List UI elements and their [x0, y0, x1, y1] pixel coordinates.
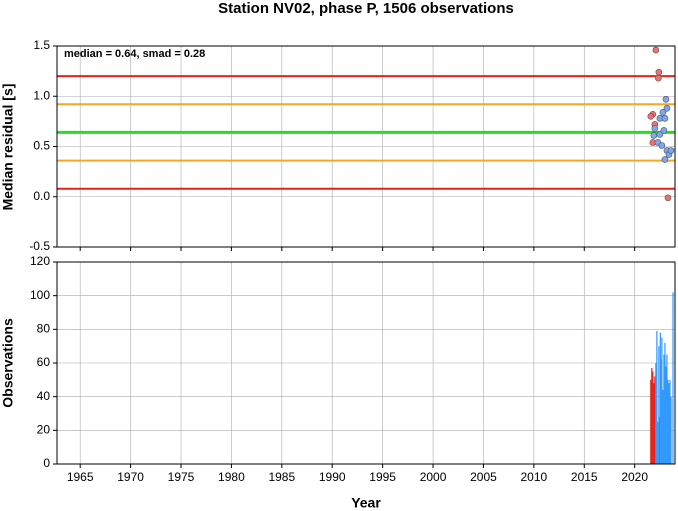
x-tick-label: 1970 [117, 470, 144, 484]
point [655, 68, 663, 76]
x-tick-label: 2015 [571, 470, 598, 484]
y-tick-label: 0 [43, 456, 50, 470]
y-tick-label: 80 [37, 322, 51, 336]
bar [664, 342, 666, 464]
x-tick-label: 1985 [268, 470, 295, 484]
bar [652, 371, 654, 464]
bar [657, 421, 659, 464]
bar [658, 346, 660, 464]
bar [655, 363, 657, 464]
y-tick-label: 20 [37, 423, 51, 437]
point [662, 95, 670, 103]
point [655, 74, 662, 82]
annotation: median = 0.64, smad = 0.28 [64, 48, 205, 60]
x-tick-label: 1990 [319, 470, 346, 484]
x-axis-title: Year [351, 495, 381, 511]
x-tick-label: 1980 [218, 470, 245, 484]
y-tick-label: 40 [37, 389, 51, 403]
chart-title: Station NV02, phase P, 1506 observations [218, 0, 514, 17]
y-tick-label: 120 [30, 254, 50, 268]
y-tick-label: 0.0 [33, 189, 50, 203]
x-tick-label: 1995 [369, 470, 396, 484]
bar [651, 368, 653, 464]
x-tick-label: 2005 [470, 470, 497, 484]
plot-frame [56, 45, 676, 248]
bar [670, 396, 672, 464]
bar [653, 383, 655, 464]
point [663, 105, 671, 112]
y-axis-title: Median residual [s] [0, 84, 16, 211]
x-tick-label: 2000 [420, 470, 447, 484]
point [661, 115, 669, 122]
point [658, 142, 666, 149]
panel: -0.5 0.0 0.5 1.0 1.5 [29, 38, 676, 253]
bar [654, 376, 656, 464]
y-axis-title: Observations [0, 318, 16, 408]
point [650, 132, 658, 139]
point [660, 127, 668, 134]
point [651, 125, 659, 132]
y-tick-label: 0.5 [33, 139, 50, 153]
x-tick-label: 1975 [168, 470, 195, 484]
bar [672, 292, 674, 464]
plot-frame [56, 261, 676, 465]
y-tick-label: 100 [30, 288, 50, 302]
point [664, 194, 672, 202]
y-tick-label: 1.5 [33, 38, 50, 52]
bar [660, 359, 662, 464]
x-tick-label: 1965 [67, 470, 94, 484]
point [661, 156, 669, 163]
bar [663, 354, 665, 464]
x-tick-label: 2020 [621, 470, 648, 484]
bar [665, 366, 667, 464]
bar [661, 337, 663, 464]
bar [669, 379, 671, 464]
x-tick-label: 2010 [521, 470, 548, 484]
bar [662, 389, 664, 464]
y-tick-label: 60 [37, 355, 51, 369]
bar [667, 379, 669, 464]
point [652, 46, 660, 54]
panel: 1965 1970 1975 1980 1985 1990 1995 2000 2005 2010… [30, 254, 676, 484]
bar [668, 383, 670, 464]
point [667, 147, 675, 154]
y-tick-label: -0.5 [29, 239, 50, 253]
point [647, 113, 655, 120]
point [659, 109, 667, 116]
bar [656, 331, 658, 464]
bar [650, 379, 652, 464]
bar [666, 354, 668, 464]
y-tick-label: 1.0 [33, 88, 50, 102]
